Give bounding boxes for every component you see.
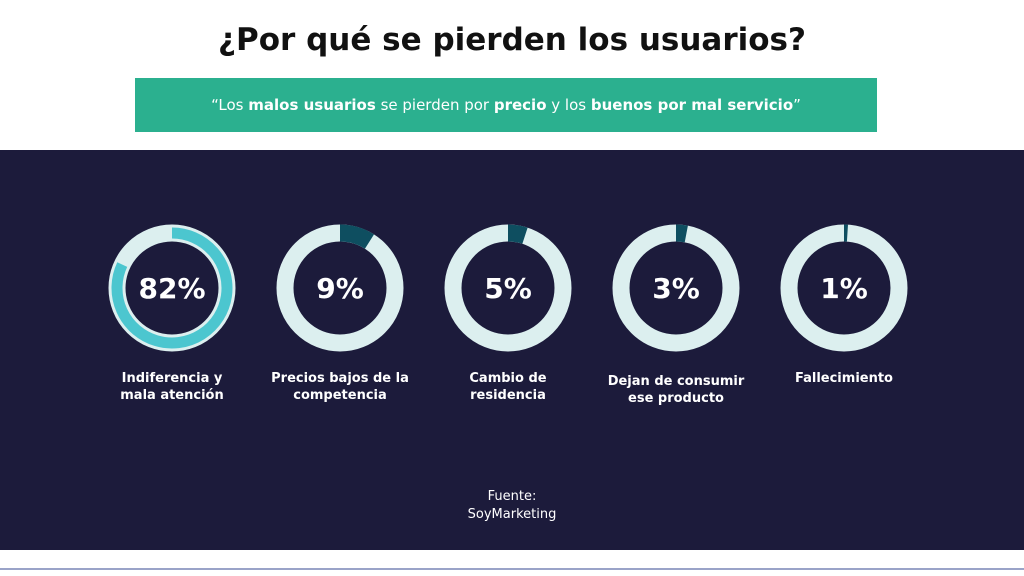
- category-label: Cambio de residencia: [469, 371, 547, 403]
- subtitle-banner: “Los malos usuarios se pierden por preci…: [135, 78, 877, 132]
- subtitle-part: ”: [793, 96, 801, 114]
- value-label: 9%: [316, 272, 364, 305]
- subtitle-part: malos usuarios: [248, 96, 376, 114]
- donut-arc: [339, 224, 375, 249]
- title: ¿Por qué se pierden los usuarios?: [218, 22, 806, 58]
- value-label: 5%: [484, 272, 532, 305]
- subtitle-part: precio: [493, 96, 547, 114]
- value-label: 82%: [138, 272, 205, 305]
- subtitle-part: se pierden por: [375, 96, 494, 114]
- category-label: Indiferencia y mala atención: [120, 371, 224, 403]
- divider: [0, 568, 1024, 570]
- subtitle-part: y los: [546, 96, 591, 114]
- category-label: Dejan de consumir ese producto: [607, 374, 745, 406]
- subtitle-part: “Los: [211, 96, 249, 114]
- donut-arc: [111, 227, 233, 349]
- subtitle-part: buenos por mal servicio: [590, 96, 794, 114]
- donut-arc: [507, 224, 528, 244]
- source: Fuente: SoyMarketing: [467, 489, 557, 522]
- donut-arc: [675, 224, 688, 243]
- value-label: 1%: [820, 272, 868, 305]
- category-label: Fallecimiento: [794, 371, 893, 386]
- value-label: 3%: [652, 272, 700, 305]
- category-label: Precios bajos de la competencia: [271, 371, 409, 403]
